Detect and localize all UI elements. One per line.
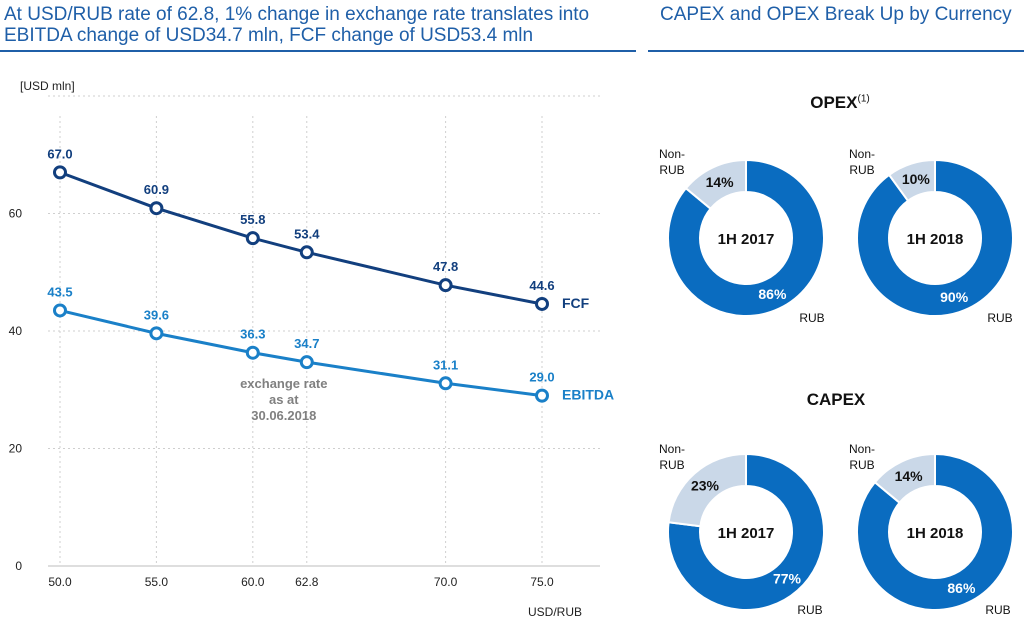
data-point (245, 231, 260, 246)
exchange-rate-annotation: 30.06.2018 (251, 408, 316, 423)
rub-percent-label: 90% (940, 289, 969, 305)
y-tick-label: 20 (9, 442, 23, 456)
donut-center-title: 1H 2018 (907, 525, 964, 542)
data-label: 67.0 (47, 146, 72, 161)
title-underline-right (648, 50, 1024, 52)
data-point (149, 201, 164, 216)
non-rub-legend-label: Non- (659, 442, 685, 456)
data-label: 31.1 (433, 357, 458, 372)
rub-slice (856, 158, 1014, 317)
opex-label: OPEX (810, 93, 858, 112)
rub-legend-label: RUB (987, 311, 1012, 325)
non-rub-legend-label: Non- (849, 147, 875, 161)
non-rub-percent-label: 14% (706, 174, 735, 190)
data-point (299, 245, 314, 260)
data-point (149, 326, 164, 341)
data-label: 43.5 (47, 284, 72, 299)
y-tick-label: 60 (9, 207, 23, 221)
data-label: 39.6 (144, 307, 169, 322)
non-rub-percent-label: 23% (691, 477, 720, 493)
opex-footnote: (1) (857, 93, 870, 105)
series-line-fcf (59, 170, 543, 306)
data-point (535, 296, 549, 311)
data-point (438, 376, 453, 391)
data-point (53, 165, 67, 180)
donut-section-title: CAPEX and OPEX Break Up by Currency (660, 4, 1012, 25)
data-point (299, 355, 314, 370)
non-rub-slice (887, 158, 936, 203)
data-label: 47.8 (433, 259, 458, 274)
exchange-rate-annotation: as at (269, 392, 299, 407)
non-rub-slice (684, 158, 747, 211)
data-label: 44.6 (529, 278, 554, 293)
non-rub-legend-label: RUB (849, 163, 874, 177)
rub-percent-label: 86% (758, 286, 787, 302)
rub-percent-label: 86% (947, 580, 976, 596)
non-rub-percent-label: 14% (895, 468, 924, 484)
series-name-label: FCF (562, 295, 590, 311)
data-label: 53.4 (294, 226, 320, 241)
rub-percent-label: 77% (773, 571, 802, 587)
y-tick-label: 40 (9, 324, 23, 338)
series-name-label: EBITDA (562, 387, 614, 403)
x-tick-label: 60.0 (241, 575, 265, 589)
non-rub-legend-label: Non- (849, 442, 875, 456)
sensitivity-line-chart: [USD mln] USD/RUB 0 20 40 60 50.0 55.0 60.0 62… (9, 79, 614, 619)
rub-legend-label: RUB (797, 603, 822, 617)
non-rub-slice (667, 452, 747, 528)
capex-title: CAPEX (806, 390, 866, 409)
data-point (53, 303, 67, 318)
non-rub-slice (873, 452, 936, 505)
non-rub-legend-label: RUB (659, 458, 684, 472)
data-point (438, 278, 453, 293)
donut-center-title: 1H 2018 (907, 231, 964, 248)
data-label: 55.8 (240, 212, 265, 227)
exchange-rate-annotation: exchange rate (240, 376, 327, 391)
donut-center-title: 1H 2017 (718, 525, 775, 542)
non-rub-legend-label: Non- (659, 147, 685, 161)
non-rub-legend-label: RUB (659, 163, 684, 177)
data-label: 29.0 (529, 370, 554, 385)
non-rub-percent-label: 10% (902, 171, 931, 187)
data-point (245, 345, 260, 360)
data-label: 34.7 (294, 336, 319, 351)
opex-title: OPEX(1) (780, 93, 900, 113)
title-underline-left (0, 50, 636, 52)
line-chart-title: At USD/RUB rate of 62.8, 1% change in ex… (4, 4, 590, 46)
x-tick-label: 55.0 (145, 575, 169, 589)
rub-slice (667, 158, 825, 317)
donut-center-title: 1H 2017 (718, 231, 775, 248)
x-tick-label: 62.8 (295, 575, 319, 589)
data-label: 60.9 (144, 182, 169, 197)
x-tick-label: 50.0 (48, 575, 72, 589)
data-label: 36.3 (240, 327, 265, 342)
y-axis-label: [USD mln] (20, 79, 75, 93)
series-line-ebitda (59, 308, 543, 398)
x-axis-label: USD/RUB (528, 605, 582, 619)
currency-donut-charts: 1H 2017 86% 14% Non- RUB RUB 1H 2018 90% 10% Non-… (659, 147, 1014, 617)
x-tick-label: 75.0 (530, 575, 554, 589)
rub-legend-label: RUB (985, 603, 1010, 617)
non-rub-legend-label: RUB (849, 458, 874, 472)
rub-slice (856, 452, 1014, 611)
x-tick-label: 70.0 (434, 575, 458, 589)
rub-legend-label: RUB (799, 311, 824, 325)
data-point (535, 388, 549, 403)
y-tick-label: 0 (15, 559, 22, 573)
rub-slice (667, 452, 825, 611)
